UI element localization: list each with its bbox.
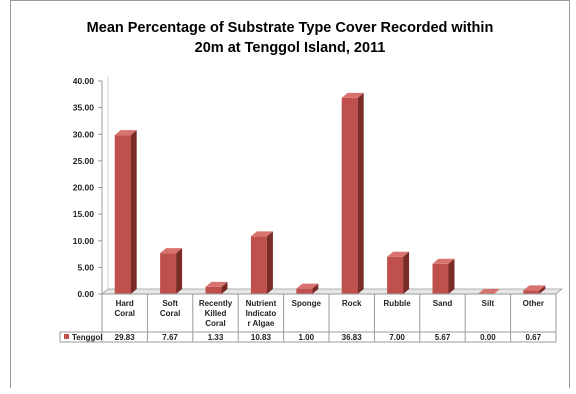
x-category-label: Other bbox=[523, 299, 544, 308]
bar-top bbox=[160, 248, 183, 254]
data-table-value: 0.67 bbox=[526, 333, 542, 342]
bar-front bbox=[432, 263, 449, 294]
bar-side bbox=[539, 285, 546, 294]
bar bbox=[341, 92, 364, 294]
x-category-label: Soft bbox=[162, 299, 178, 308]
x-category-label: Rock bbox=[342, 299, 362, 308]
x-category-label: Silt bbox=[482, 299, 495, 308]
x-category-label: Nutrient bbox=[246, 299, 277, 308]
bar bbox=[387, 251, 410, 294]
bar-top bbox=[523, 285, 546, 291]
bar bbox=[296, 283, 319, 294]
y-tick-label: 40.00 bbox=[73, 76, 95, 86]
y-tick-label: 20.00 bbox=[73, 183, 95, 193]
bar-side bbox=[448, 258, 455, 294]
bar bbox=[114, 130, 137, 294]
x-category-label: Killed bbox=[205, 309, 227, 318]
legend-series-name: Tenggol bbox=[72, 333, 103, 342]
x-category-label: Indicato bbox=[246, 309, 277, 318]
bar-front bbox=[250, 236, 267, 294]
bar-front bbox=[387, 256, 404, 294]
chart-title-line-2: 20m at Tenggol Island, 2011 bbox=[194, 40, 386, 56]
bar-front bbox=[114, 135, 131, 294]
bar bbox=[477, 289, 500, 294]
bar-side bbox=[266, 231, 273, 294]
x-category-label: Recently bbox=[199, 299, 233, 308]
data-table-value: 1.33 bbox=[208, 333, 224, 342]
x-category-label: Sponge bbox=[292, 299, 322, 308]
data-table bbox=[59, 293, 557, 343]
bar-top bbox=[205, 281, 228, 287]
y-tick-label: 0.00 bbox=[77, 289, 94, 299]
bar bbox=[432, 258, 455, 294]
chart-title-line-1: Mean Percentage of Substrate Type Cover … bbox=[86, 20, 494, 36]
y-tick-label: 5.00 bbox=[77, 262, 94, 272]
y-tick-label: 15.00 bbox=[73, 209, 95, 219]
x-category-label: Coral bbox=[114, 309, 134, 318]
x-category-label: Rubble bbox=[384, 299, 412, 308]
data-table-value: 7.00 bbox=[389, 333, 405, 342]
bar-top bbox=[250, 231, 273, 237]
legend-swatch bbox=[64, 334, 69, 339]
bar-top bbox=[477, 289, 500, 294]
bar-top bbox=[432, 258, 455, 264]
y-tick-label: 25.00 bbox=[73, 156, 95, 166]
bar-side bbox=[403, 251, 410, 294]
x-category-label: Sand bbox=[433, 299, 453, 308]
bar-side bbox=[130, 130, 137, 294]
x-category-label: Hard bbox=[116, 299, 134, 308]
y-tick-label: 35.00 bbox=[73, 103, 95, 113]
bar-top bbox=[341, 92, 364, 98]
bar-front bbox=[296, 288, 313, 294]
bar bbox=[250, 231, 273, 294]
bar bbox=[160, 248, 183, 294]
bar-side bbox=[176, 248, 183, 294]
value-row-border bbox=[59, 331, 557, 343]
bar-front bbox=[205, 286, 222, 294]
bar bbox=[523, 285, 546, 294]
data-table-value: 29.83 bbox=[115, 333, 136, 342]
bar-top bbox=[387, 251, 410, 257]
bar-top bbox=[296, 283, 319, 289]
x-category-label: Coral bbox=[205, 319, 225, 328]
data-table-value: 7.67 bbox=[162, 333, 178, 342]
chart-frame bbox=[10, 0, 570, 388]
bar bbox=[205, 281, 228, 294]
x-category-label: r Algae bbox=[247, 319, 274, 328]
data-table-value: 10.83 bbox=[251, 333, 272, 342]
data-table-value: 5.67 bbox=[435, 333, 451, 342]
y-tick-label: 30.00 bbox=[73, 129, 95, 139]
data-table-value: 0.00 bbox=[480, 333, 496, 342]
x-category-label: Coral bbox=[160, 309, 180, 318]
bar-side bbox=[221, 281, 228, 294]
bar-side bbox=[357, 92, 364, 294]
bar-side bbox=[312, 283, 319, 294]
chart-title: Mean Percentage of Substrate Type Cover … bbox=[40, 18, 540, 58]
bar-front bbox=[523, 290, 540, 294]
y-tick-label: 10.00 bbox=[73, 236, 95, 246]
bar-top bbox=[114, 130, 137, 136]
bar-front bbox=[341, 97, 358, 294]
data-table-value: 36.83 bbox=[342, 333, 363, 342]
data-table-value: 1.00 bbox=[299, 333, 315, 342]
bar-front bbox=[160, 253, 177, 294]
